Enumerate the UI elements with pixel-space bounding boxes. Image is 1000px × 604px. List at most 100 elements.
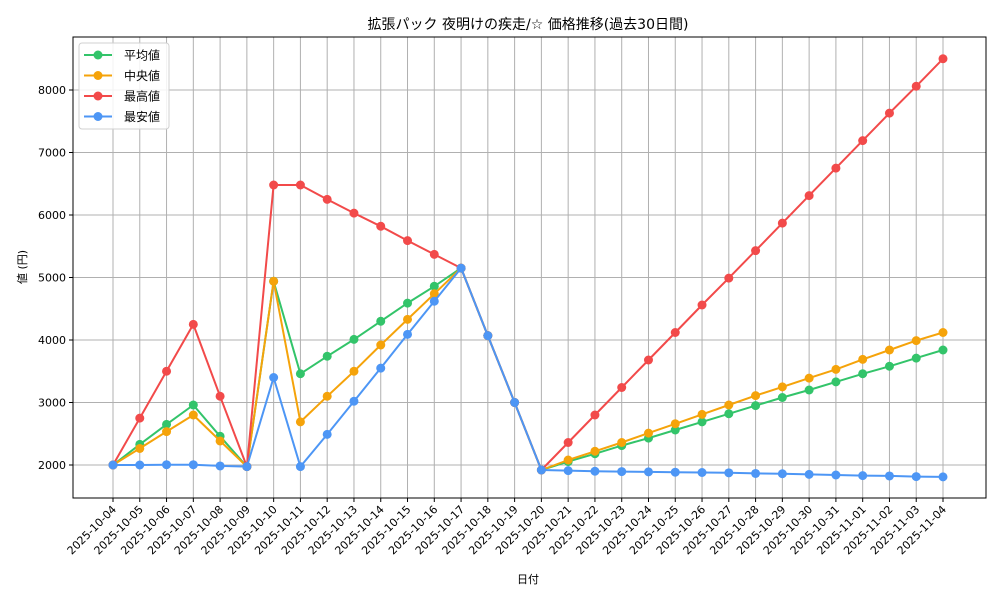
data-point (188, 319, 198, 329)
data-point (563, 455, 573, 465)
legend-item: 平均値 (84, 48, 160, 63)
data-point (269, 373, 279, 382)
data-point (884, 471, 894, 481)
data-point (322, 194, 332, 204)
data-point (831, 470, 841, 480)
data-point (215, 461, 225, 471)
data-point (724, 409, 734, 419)
series-line (112, 58, 944, 471)
series-line (113, 267, 944, 478)
data-point (617, 438, 627, 447)
data-point (215, 391, 225, 401)
data-point (188, 400, 198, 410)
data-point (376, 340, 386, 350)
data-point (135, 413, 145, 423)
data-point (938, 54, 948, 64)
data-point (643, 355, 653, 365)
data-point (643, 428, 653, 438)
data-point (670, 419, 680, 429)
data-point (162, 460, 172, 470)
data-point (938, 328, 948, 337)
x-axis-label: 日付 (517, 573, 539, 586)
data-point (804, 191, 814, 201)
data-point (831, 377, 841, 387)
legend-marker-icon (93, 50, 103, 60)
data-point (563, 466, 573, 476)
chart-title: 拡張パック 夜明けの疾走/☆ 価格推移(過去30日間) (368, 17, 689, 33)
data-point (590, 410, 600, 420)
plot-frame (72, 36, 987, 499)
data-point (108, 460, 118, 470)
data-point (777, 469, 787, 479)
data-point (670, 425, 680, 435)
data-point (349, 334, 359, 344)
data-point (724, 468, 734, 478)
data-point (884, 108, 894, 118)
data-point (911, 81, 921, 91)
data-point (697, 417, 707, 427)
data-point (751, 401, 761, 411)
y-tick-label: 4000 (38, 334, 66, 347)
data-point (429, 249, 439, 259)
legend-item: 最高値 (84, 89, 160, 104)
legend-label: 最高値 (124, 89, 160, 104)
data-point (295, 369, 305, 379)
legend-label: 中央値 (124, 68, 160, 83)
data-point (858, 471, 868, 481)
data-point (322, 391, 332, 401)
data-point (938, 345, 948, 355)
data-point (617, 467, 627, 477)
y-axis-label: 値 (円) (16, 250, 29, 284)
legend-label: 平均値 (124, 48, 160, 63)
legend-marker-icon (93, 112, 103, 121)
y-tick-label: 6000 (38, 209, 66, 222)
data-point (536, 465, 546, 475)
data-point (911, 336, 921, 346)
data-point (376, 221, 386, 231)
data-point (295, 417, 305, 427)
data-point (858, 354, 868, 364)
data-point (563, 438, 573, 447)
data-point (403, 236, 413, 246)
data-point (376, 316, 386, 326)
data-point (590, 446, 600, 456)
data-point (858, 369, 868, 379)
y-axis: 2000 3000 4000 5000 6000 7000 8000 (38, 84, 73, 472)
legend-marker-icon (93, 91, 103, 101)
data-point (804, 469, 814, 479)
data-point (322, 429, 332, 439)
data-point (670, 467, 680, 477)
data-point (295, 180, 305, 190)
data-point (884, 345, 894, 355)
data-point (188, 410, 198, 420)
data-point (724, 400, 734, 410)
grid-lines (73, 37, 986, 498)
series-layer (108, 54, 948, 482)
series-1 (108, 263, 948, 475)
data-point (617, 383, 627, 392)
data-point (777, 382, 787, 392)
data-point (697, 300, 707, 310)
data-point (295, 462, 305, 472)
data-point (777, 218, 787, 228)
legend-box (78, 42, 170, 130)
series-3 (108, 263, 948, 482)
data-point (429, 281, 439, 291)
y-tick-label: 3000 (38, 397, 66, 410)
data-point (429, 289, 439, 299)
series-2 (108, 54, 948, 475)
data-point (804, 373, 814, 383)
data-point (162, 427, 172, 437)
x-axis: 2025-10-042025-10-052025-10-062025-10-07… (65, 498, 949, 557)
legend-marker-icon (93, 71, 103, 80)
legend-item: 最安値 (84, 109, 160, 124)
data-point (349, 366, 359, 376)
y-tick-label: 5000 (38, 272, 66, 285)
series-0 (108, 263, 948, 475)
data-point (911, 472, 921, 482)
data-point (831, 364, 841, 374)
data-point (483, 331, 493, 341)
data-point (938, 472, 948, 482)
